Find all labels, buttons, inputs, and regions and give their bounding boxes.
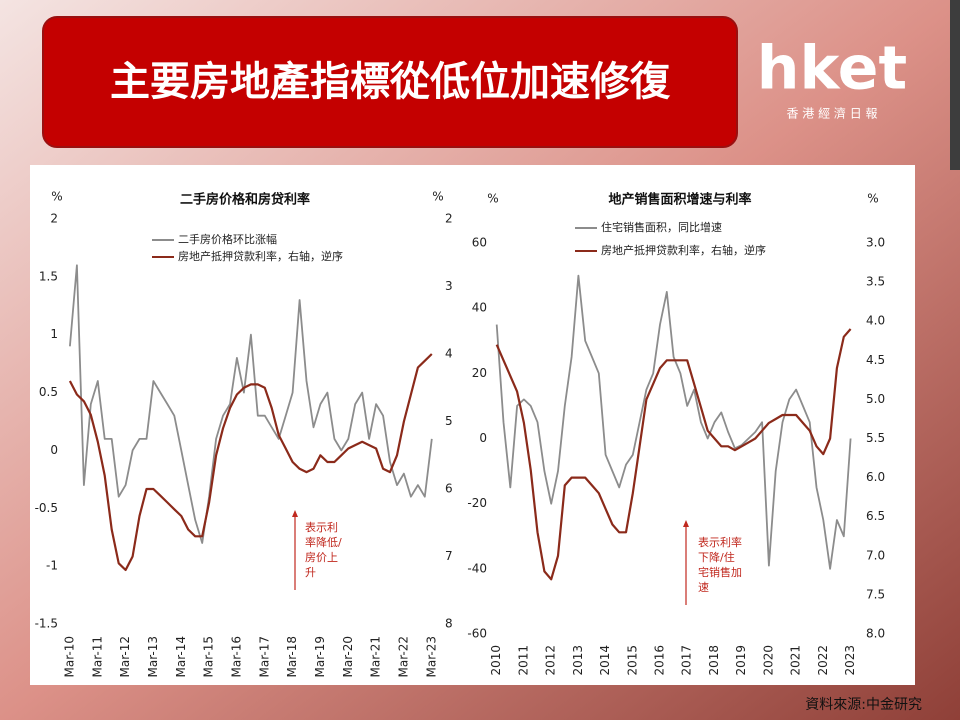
chart-title: 地产销售面积增速与利率 [608, 192, 751, 208]
x-tick-label: Mar-19 [313, 636, 327, 677]
x-tick-label: 2013 [571, 645, 585, 676]
legend-label: 住宅销售面积，同比增速 [601, 220, 722, 234]
annotation: 升 [305, 566, 316, 579]
chart-title: 二手房价格和房贷利率 [180, 192, 310, 208]
y-tick-label: 0.5 [39, 385, 58, 399]
legend-label: 房地产抵押贷款利率，右轴，逆序 [601, 243, 766, 257]
y-tick-label: -60 [467, 627, 487, 641]
x-tick-label: 2019 [734, 645, 748, 676]
x-tick-label: Mar-15 [202, 636, 216, 677]
x-tick-label: 2012 [544, 645, 558, 676]
y-tick-label: -40 [467, 561, 487, 575]
legend-label: 二手房价格环比涨幅 [178, 232, 277, 246]
y2-tick-label: 8.0 [866, 627, 885, 641]
y-tick-label: 1 [50, 327, 58, 341]
series-line [68, 353, 433, 572]
y2-tick-label: 7.0 [866, 548, 885, 562]
y-tick-label: 60 [472, 236, 487, 250]
logo: hket [757, 34, 907, 104]
x-tick-label: 2010 [489, 645, 503, 676]
y2-tick-label: 6 [445, 482, 453, 496]
y-tick-label: 0 [50, 443, 58, 457]
x-tick-label: Mar-21 [369, 636, 383, 677]
y2-tick-label: 3.0 [866, 236, 885, 250]
x-tick-label: Mar-10 [62, 636, 76, 677]
y2-tick-label: 7 [445, 549, 453, 563]
x-tick-label: 2011 [516, 645, 530, 676]
y2-tick-label: 3.5 [866, 275, 885, 289]
annotation: 宅销售加 [698, 565, 742, 579]
y2-tick-label: 4 [445, 347, 453, 361]
x-tick-label: 2017 [680, 645, 694, 676]
x-tick-label: Mar-20 [341, 636, 355, 677]
y-tick-label: 20 [472, 366, 487, 380]
y2-tick-label: 2 [445, 212, 453, 226]
y-tick-label: -0.5 [35, 501, 58, 515]
y-tick-label: 0 [479, 431, 487, 445]
x-tick-label: Mar-23 [424, 636, 438, 677]
edge-bar [950, 0, 960, 170]
y-tick-label: 1.5 [39, 269, 58, 283]
source: 資料來源:中金研究 [805, 697, 922, 713]
x-tick-label: Mar-18 [285, 636, 299, 677]
annotation: 率降低/ [305, 535, 342, 549]
y2-tick-label: 5 [445, 414, 453, 428]
x-tick-label: 2016 [653, 645, 667, 676]
annotation-arrowhead [292, 510, 298, 517]
annotation-arrowhead [683, 520, 689, 527]
title-box [42, 16, 738, 148]
y2-tick-label: 7.5 [866, 587, 885, 601]
x-tick-label: Mar-16 [229, 636, 243, 677]
y2-tick-label: 3 [445, 279, 453, 293]
annotation: 速 [698, 581, 709, 594]
y2-tick-label: 8 [445, 617, 453, 631]
annotation: 表示利率 [698, 535, 742, 549]
y-tick-label: -1 [46, 559, 58, 573]
y2-tick-label: 6.5 [866, 509, 885, 523]
y2-tick-label: 4.5 [866, 353, 885, 367]
series-line [495, 328, 852, 581]
x-tick-label: Mar-13 [146, 636, 160, 677]
x-tick-label: 2023 [843, 645, 857, 676]
annotation: 表示利 [305, 520, 338, 534]
y-tick-label: -1.5 [35, 617, 58, 631]
x-tick-label: 2022 [816, 645, 830, 676]
y2-tick-label: 4.0 [866, 314, 885, 328]
x-tick-label: 2014 [598, 645, 612, 676]
x-tick-label: Mar-14 [174, 636, 188, 677]
y-tick-label: 40 [472, 301, 487, 315]
annotation: 房价上 [305, 551, 338, 564]
x-tick-label: Mar-17 [257, 636, 271, 677]
series-line [495, 274, 852, 570]
logo-subtitle: 香 港 經 濟 日 報 [786, 106, 877, 121]
y2-unit: % [432, 190, 443, 204]
x-tick-label: 2018 [707, 645, 721, 676]
x-tick-label: Mar-12 [118, 636, 132, 677]
y2-tick-label: 5.0 [866, 392, 885, 406]
x-tick-label: 2020 [761, 645, 775, 676]
y2-tick-label: 6.0 [866, 470, 885, 484]
x-tick-label: 2015 [625, 645, 639, 676]
y-unit: % [487, 192, 498, 206]
x-tick-label: 2021 [789, 645, 803, 676]
annotation: 下降/住 [698, 550, 735, 564]
x-tick-label: Mar-22 [396, 636, 410, 677]
series-line [69, 264, 433, 544]
y-tick-label: -20 [467, 496, 487, 510]
legend-label: 房地产抵押贷款利率，右轴，逆序 [178, 249, 343, 263]
slide-title: 主要房地產指標從低位加速修復 [110, 59, 671, 105]
y2-tick-label: 5.5 [866, 431, 885, 445]
x-tick-label: Mar-11 [90, 636, 104, 677]
y-unit: % [51, 190, 62, 204]
y2-unit: % [867, 192, 878, 206]
y-tick-label: 2 [50, 212, 58, 226]
